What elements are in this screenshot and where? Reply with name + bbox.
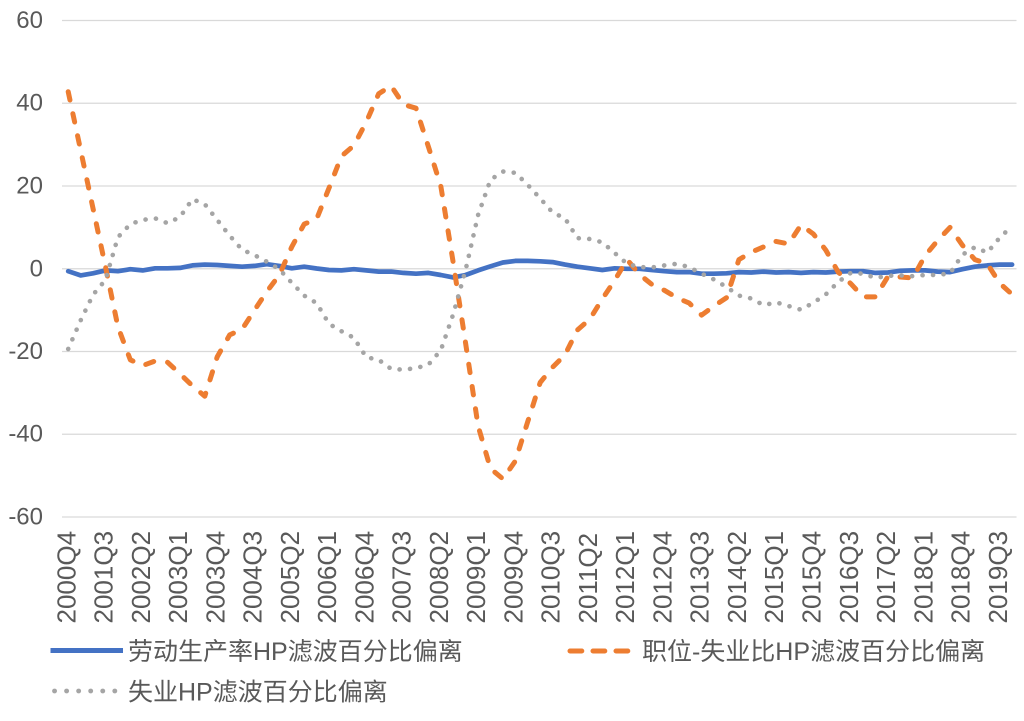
svg-text:2011Q2: 2011Q2 <box>573 533 603 624</box>
svg-text:2009Q4: 2009Q4 <box>498 531 528 624</box>
svg-text:HP: HP <box>253 638 288 666</box>
svg-text:2008Q2: 2008Q2 <box>424 531 454 624</box>
svg-text:2018Q4: 2018Q4 <box>946 531 976 624</box>
svg-text:2001Q3: 2001Q3 <box>89 531 119 624</box>
svg-text:2014Q2: 2014Q2 <box>722 531 752 624</box>
svg-text:2015Q1: 2015Q1 <box>759 531 789 624</box>
svg-text:2016Q3: 2016Q3 <box>834 531 864 624</box>
svg-text:-20: -20 <box>8 338 43 365</box>
svg-text:2004Q3: 2004Q3 <box>238 531 268 624</box>
svg-text:2007Q3: 2007Q3 <box>387 531 417 624</box>
svg-text:2006Q1: 2006Q1 <box>312 531 342 624</box>
svg-text:HP: HP <box>178 679 213 707</box>
svg-text:2017Q2: 2017Q2 <box>871 531 901 624</box>
svg-text:2000Q4: 2000Q4 <box>51 531 81 624</box>
svg-text:-40: -40 <box>8 421 43 448</box>
svg-text:2012Q1: 2012Q1 <box>610 531 640 624</box>
svg-text:2009Q1: 2009Q1 <box>461 531 491 624</box>
svg-text:2003Q1: 2003Q1 <box>163 531 193 624</box>
svg-text:2005Q2: 2005Q2 <box>275 531 305 624</box>
svg-text:40: 40 <box>16 90 43 117</box>
svg-text:20: 20 <box>16 173 43 200</box>
svg-text:2012Q4: 2012Q4 <box>648 531 678 624</box>
svg-text:2003Q4: 2003Q4 <box>200 531 230 624</box>
svg-text:-60: -60 <box>8 504 43 531</box>
svg-text:2002Q2: 2002Q2 <box>126 531 156 624</box>
svg-text:HP: HP <box>775 638 810 666</box>
svg-text:2010Q3: 2010Q3 <box>536 531 566 624</box>
svg-text:60: 60 <box>16 7 43 34</box>
svg-text:2006Q4: 2006Q4 <box>349 531 379 624</box>
svg-text:0: 0 <box>30 255 43 282</box>
svg-text:2015Q4: 2015Q4 <box>797 531 827 624</box>
svg-text:-: - <box>692 638 700 666</box>
svg-text:2013Q3: 2013Q3 <box>685 531 715 624</box>
svg-text:2019Q3: 2019Q3 <box>983 531 1013 624</box>
svg-text:2018Q1: 2018Q1 <box>908 531 938 624</box>
